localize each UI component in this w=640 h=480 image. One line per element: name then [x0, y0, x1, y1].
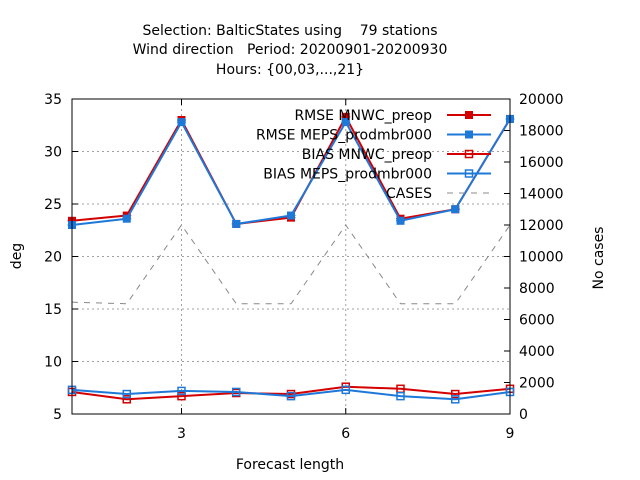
y-tick-label: 20	[44, 250, 62, 266]
legend-swatch-marker	[464, 169, 474, 178]
legend-label: BIAS MEPS_prodmbr000	[263, 167, 432, 183]
y-tick-label: 5	[53, 407, 62, 423]
title-line-2: Wind direction Period: 20200901-20200930	[133, 42, 448, 58]
y2-tick-label: 8000	[519, 281, 555, 297]
y-tick-label: 35	[44, 92, 62, 108]
title-line-3: Hours: {00,03,...,21}	[216, 62, 364, 78]
series-line-4	[71, 388, 511, 401]
grid	[72, 99, 510, 414]
legend: RMSE MNWC_preop RMSE MEPS_prodmbr000 BIAS …	[256, 108, 491, 202]
y2-tick-label: 6000	[519, 313, 555, 329]
legend-label: RMSE MNWC_preop	[294, 108, 432, 124]
y-axis-label: deg	[9, 243, 25, 269]
legend-swatch-marker	[464, 149, 474, 159]
series-3-point	[177, 391, 186, 401]
series-4-point	[396, 391, 405, 401]
series-layer	[67, 112, 515, 404]
series-line-5	[71, 224, 511, 305]
x-tick-label: 3	[177, 426, 186, 442]
series-4-point	[286, 391, 296, 401]
y2-tick-label: 20000	[519, 92, 564, 108]
y2-tick-label: 0	[519, 407, 528, 423]
series-4-point	[122, 389, 131, 399]
x-axis-label: Forecast length	[236, 457, 344, 473]
y-tick-label: 30	[44, 145, 62, 161]
y2-tick-label: 4000	[519, 344, 555, 360]
y2-tick-label: 2000	[519, 376, 555, 392]
series-4-point	[341, 385, 350, 395]
y2-tick-label: 16000	[519, 155, 564, 171]
series-line-3	[71, 385, 511, 401]
x-tick-label: 6	[341, 426, 350, 442]
tick-layer: 5 10 15 20 25 30 35 0 2000 4000 6000 8000 10000 12000…	[44, 92, 563, 442]
series-3-point	[122, 395, 131, 404]
series-4-point	[177, 386, 186, 396]
series-4-point	[232, 387, 241, 397]
legend-label: RMSE MEPS_prodmbr000	[256, 128, 432, 144]
series-4-point	[451, 395, 460, 404]
y-tick-label: 15	[44, 302, 62, 318]
legend-label: CASES	[386, 186, 432, 202]
x-tick-label: 9	[506, 426, 515, 442]
y2-tick-label: 14000	[519, 187, 564, 203]
title-line-1: Selection: BalticStates using 79 station…	[143, 23, 438, 39]
y2-tick-label: 10000	[519, 250, 564, 266]
chart-title: Selection: BalticStates using 79 station…	[133, 23, 448, 78]
y2-axis-label: No cases	[591, 227, 607, 290]
legend-label: BIAS MNWC_preop	[302, 147, 432, 163]
series-3-point	[451, 389, 460, 399]
y2-tick-label: 18000	[519, 124, 564, 140]
y-tick-label: 10	[44, 355, 62, 371]
y2-tick-label: 12000	[519, 218, 564, 234]
y-tick-label: 25	[44, 197, 62, 213]
